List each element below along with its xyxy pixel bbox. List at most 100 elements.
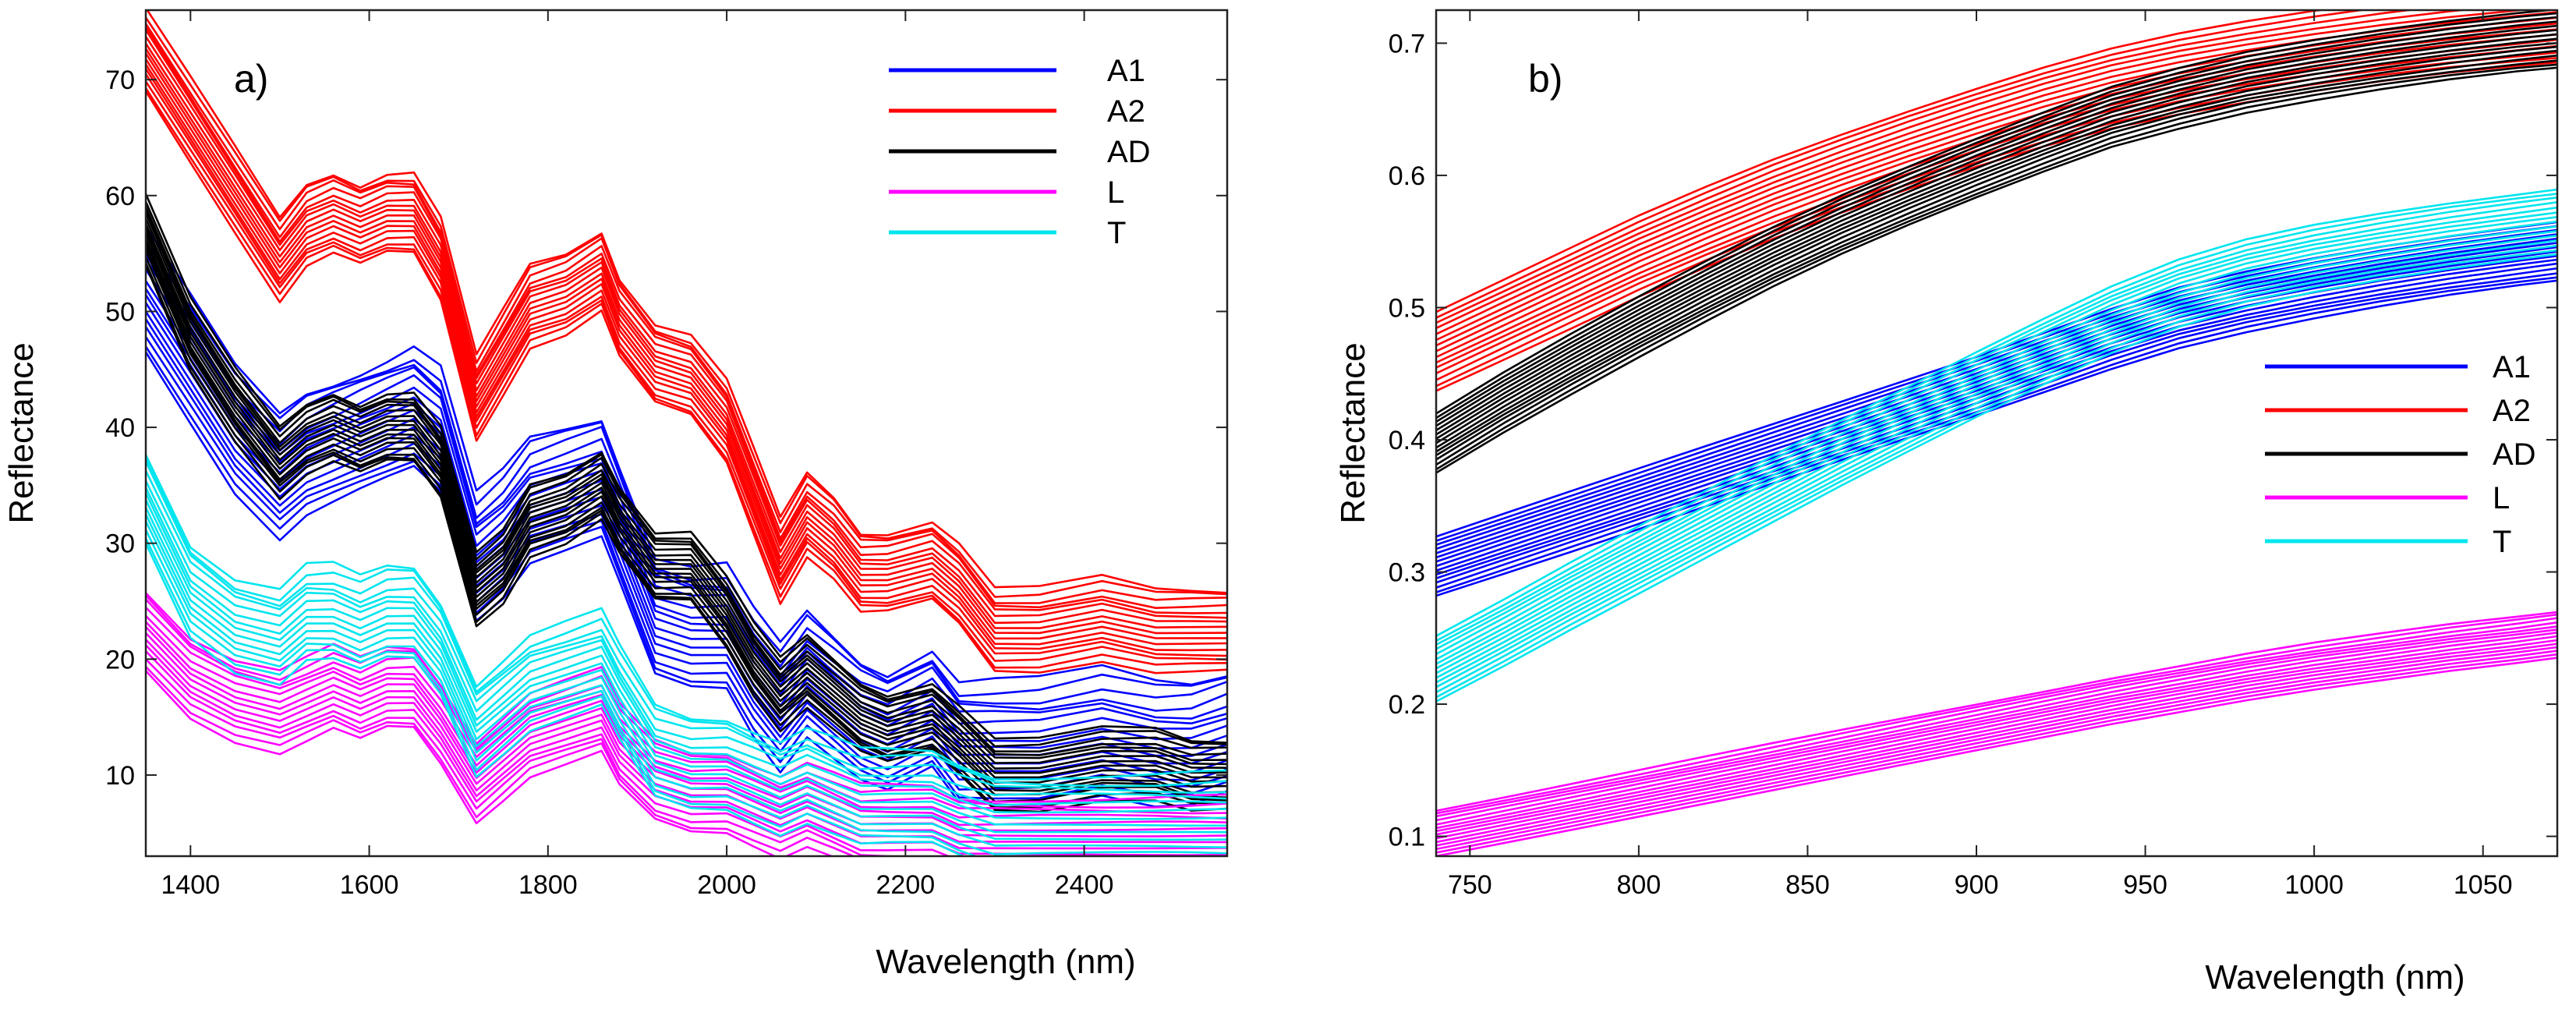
series-line-l — [146, 666, 856, 856]
x-tick-label: 2400 — [1055, 870, 1114, 900]
series-line-a2 — [146, 16, 1227, 598]
series-line-l — [1436, 646, 2557, 847]
series-line-t — [146, 499, 1227, 827]
series-line-a2 — [146, 90, 1227, 674]
series-line-t — [1436, 211, 2557, 660]
series-line-t — [146, 456, 1227, 788]
series-line-ad — [146, 193, 1227, 744]
legend: A1 A2 AD LT — [2265, 350, 2536, 559]
series-line-t — [1436, 249, 2557, 699]
series-line-ad — [1436, 33, 2557, 440]
series-line-t — [1436, 230, 2557, 679]
legend-label-l: L — [2493, 481, 2510, 515]
legend-label-t: T — [1107, 216, 1126, 250]
series-a2 — [146, 10, 1227, 674]
series-line-t — [146, 543, 967, 856]
series-line-t — [146, 461, 1227, 794]
series-line-l — [1436, 613, 2557, 815]
series-line-l — [146, 614, 1227, 827]
series-line-ad — [1436, 49, 2557, 457]
series-line-a2 — [1436, 33, 2557, 364]
series-line-ad — [146, 206, 1227, 752]
series-line-l — [1436, 657, 2557, 856]
series-line-ad — [146, 232, 1227, 779]
series-line-a2 — [1436, 16, 2557, 347]
y-axis-label: Reflectance — [1334, 342, 1372, 523]
series-line-a2 — [1436, 10, 2369, 319]
series-line-a2 — [1436, 10, 2328, 313]
legend-label-ad: AD — [1107, 135, 1151, 169]
series-line-ad — [1436, 63, 2557, 471]
y-tick-label: 0.5 — [1389, 293, 1425, 323]
series-line-ad — [146, 237, 1227, 784]
plot-area — [146, 10, 1227, 856]
series-line-ad — [1436, 10, 2557, 415]
series-line-a2 — [146, 87, 1227, 669]
series-line-l — [146, 650, 951, 856]
series-line-ad — [146, 256, 1227, 803]
series-line-t — [1436, 216, 2557, 665]
series-t — [1436, 188, 2557, 703]
x-axis-label: Wavelength (nm) — [2205, 958, 2465, 997]
series-line-l — [1436, 621, 2557, 822]
series-line-ad — [1436, 54, 2557, 461]
series-line-ad — [146, 208, 1227, 756]
legend-label-a1: A1 — [2493, 350, 2531, 384]
series-line-l — [146, 594, 1227, 809]
series-line-ad — [146, 228, 1227, 774]
series-line-l — [146, 621, 1227, 832]
series-line-t — [1436, 188, 2557, 637]
series-line-ad — [146, 245, 1227, 794]
series-line-ad — [146, 250, 1227, 798]
y-axis-label: Reflectance — [2, 342, 41, 523]
series-line-a1 — [1436, 233, 2557, 551]
series-line-ad — [1436, 12, 2557, 420]
series-line-a1 — [146, 258, 1227, 720]
y-tick-label: 0.6 — [1389, 161, 1425, 191]
plot-area — [1436, 10, 2557, 856]
series-ad — [1436, 10, 2557, 474]
series-line-t — [1436, 196, 2557, 646]
series-line-a2 — [1436, 10, 2531, 335]
series-line-t — [1436, 244, 2557, 693]
legend-label-a2: A2 — [1107, 94, 1145, 129]
series-line-a2 — [146, 36, 1227, 619]
series-line-t — [1436, 193, 2557, 643]
series-line-ad — [146, 264, 1227, 813]
series-line-t — [146, 480, 1227, 806]
series-line-a2 — [146, 29, 1227, 614]
series-t — [146, 454, 1227, 856]
series-line-a2 — [146, 48, 1227, 629]
y-tick-label: 0.2 — [1389, 690, 1425, 720]
series-line-a2 — [146, 10, 1227, 594]
x-tick-label: 800 — [1617, 870, 1661, 900]
series-line-a2 — [1436, 10, 2472, 329]
series-line-ad — [1436, 37, 2557, 444]
series-line-l — [1436, 653, 2557, 854]
series-line-ad — [146, 201, 1227, 748]
legend-label-l: L — [1107, 175, 1124, 210]
series-line-a2 — [146, 80, 1227, 662]
series-line-t — [146, 537, 979, 856]
y-tick-label: 50 — [105, 297, 135, 327]
y-tick-label: 60 — [105, 182, 135, 211]
legend-label-ad: AD — [2493, 437, 2536, 472]
series-line-ad — [1436, 45, 2557, 453]
series-line-t — [146, 487, 1227, 814]
series-l — [1436, 611, 2557, 856]
series-line-a2 — [1436, 10, 2417, 324]
y-tick-label: 70 — [105, 65, 135, 95]
series-line-l — [1436, 632, 2557, 833]
panel-label: a) — [234, 57, 268, 101]
series-line-a2 — [146, 63, 1227, 646]
x-tick-label: 2000 — [697, 870, 756, 900]
series-line-l — [1436, 617, 2557, 818]
series-line-t — [146, 507, 1227, 834]
series-line-t — [146, 513, 1227, 841]
panel-label: b) — [1528, 57, 1562, 101]
series-line-t — [1436, 234, 2557, 684]
series-line-l — [1436, 643, 2557, 844]
series-line-l — [1436, 625, 2557, 826]
series-line-a2 — [1436, 44, 2557, 374]
